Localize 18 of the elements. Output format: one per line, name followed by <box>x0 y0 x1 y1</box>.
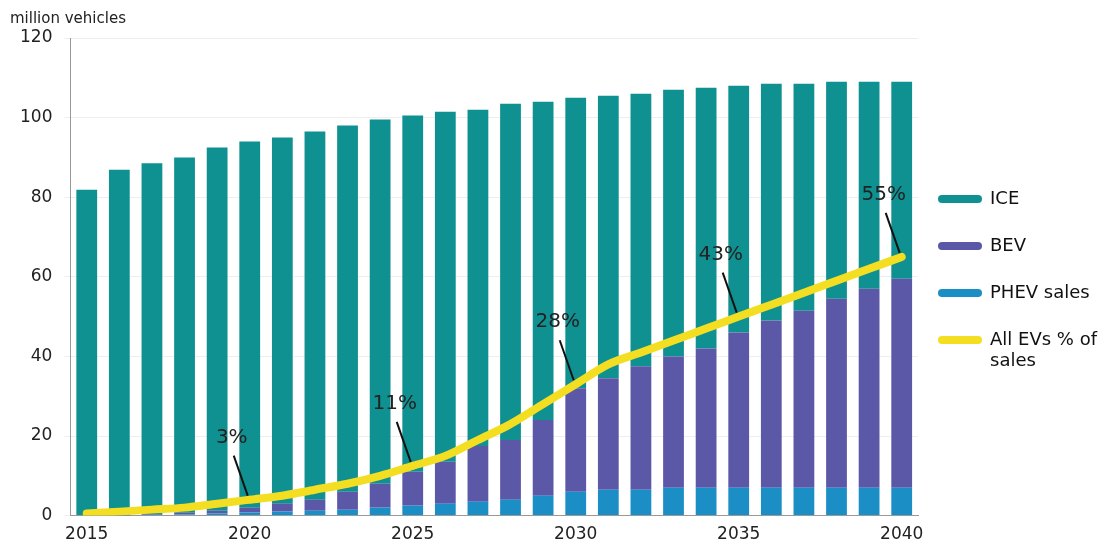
legend-label: ICE <box>990 186 1021 208</box>
y-tick-label: 80 <box>30 185 53 206</box>
x-tick-label: 2035 <box>717 523 761 544</box>
legend-label: All EVs % of sales <box>990 327 1099 370</box>
y-tick-label: 100 <box>19 106 53 127</box>
x-tick-label: 2025 <box>391 523 435 544</box>
x-tick-label: 2030 <box>554 523 598 544</box>
y-tick-label: 40 <box>30 344 53 365</box>
legend-label: PHEV sales <box>990 280 1091 302</box>
legend-label: BEV <box>990 233 1028 255</box>
y-tick-label: 60 <box>30 265 53 286</box>
y-axis-title: million vehicles <box>10 9 127 28</box>
y-tick-label: 20 <box>30 424 53 445</box>
x-tick-label: 2015 <box>65 523 109 544</box>
y-tick-label: 0 <box>41 504 53 525</box>
x-tick-label: 2040 <box>880 523 924 544</box>
x-tick-label: 2020 <box>228 523 272 544</box>
y-tick-label: 120 <box>19 26 53 47</box>
